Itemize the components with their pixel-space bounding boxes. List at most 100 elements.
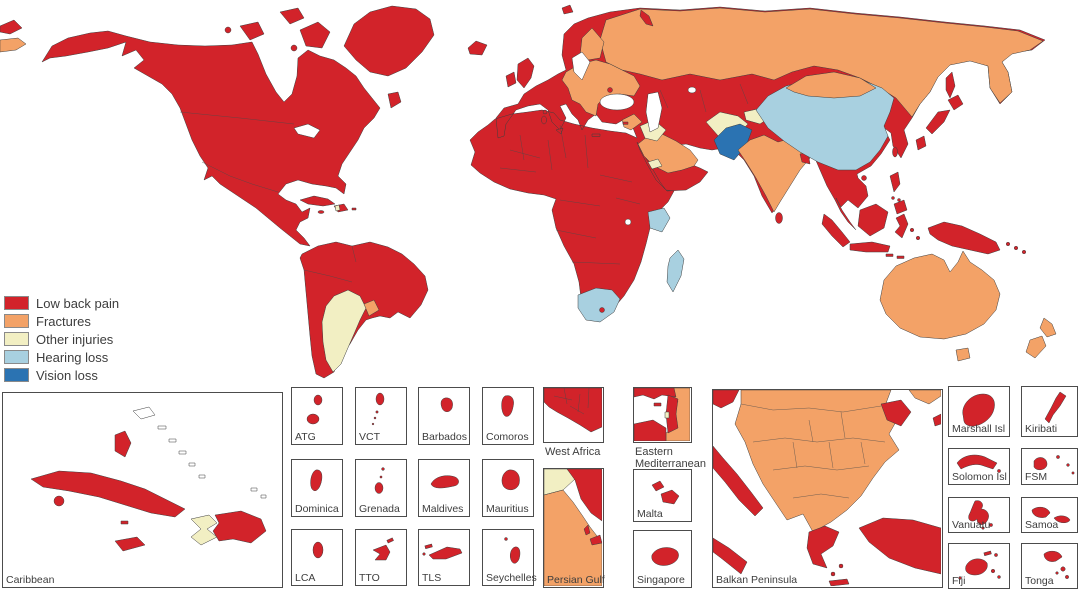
- inset-fsm: FSM: [1021, 448, 1078, 485]
- inset-samoa: Samoa: [1021, 497, 1078, 533]
- country-lesotho: [599, 307, 605, 313]
- country-dominican-republic-inset: [212, 510, 267, 544]
- country-mongolia: [785, 71, 877, 99]
- island-sulawesi: [894, 213, 909, 239]
- country-russia: [599, 7, 1044, 118]
- inset-malta: Malta: [633, 469, 692, 522]
- legend-label: Fractures: [36, 313, 91, 329]
- island-luzon: [889, 171, 901, 193]
- legend-item-hearing-loss: Hearing loss: [4, 348, 119, 366]
- island-tasmania: [955, 347, 971, 362]
- country-syria-jordan: [621, 113, 643, 131]
- country-india: [737, 134, 811, 213]
- country-uruguay: [363, 299, 380, 317]
- island-svalbard: [561, 4, 574, 15]
- country-eritrea: [647, 158, 663, 170]
- island-baffin: [299, 21, 331, 49]
- region-north-america: [41, 30, 381, 247]
- caspian-sea: [645, 91, 663, 133]
- inset-lca: LCA: [291, 529, 343, 586]
- inset-eastern-mediterranean: [633, 387, 692, 443]
- country-iceland: [467, 40, 488, 56]
- legend-item-other-injuries: Other injuries: [4, 330, 119, 348]
- inset-balkan-peninsula: Balkan Peninsula: [712, 389, 943, 588]
- inset-solomon-isl: Solomon Isl: [948, 448, 1010, 485]
- inset-marshall-isl: Marshall Isl: [948, 386, 1010, 437]
- island-cuba-inset: [30, 470, 186, 518]
- inset-mauritius: Mauritius: [482, 459, 534, 517]
- inset-comoros: Comoros: [482, 387, 534, 445]
- inset-maldives: Maldives: [418, 459, 470, 517]
- inset-caribbean: Caribbean: [2, 392, 283, 588]
- country-kenya: [647, 207, 671, 233]
- country-haiti-inset: [190, 514, 218, 546]
- island-novaya-zemlya: [639, 9, 654, 27]
- legend-item-fractures: Fractures: [4, 312, 119, 330]
- legend-swatch-hearing-loss: [4, 350, 29, 364]
- island-mindanao: [893, 199, 908, 215]
- inset-vct: VCT: [355, 387, 407, 445]
- country-madagascar: [666, 249, 685, 293]
- inset-seychelles: Seychelles: [482, 529, 537, 586]
- country-argentina: [321, 289, 367, 373]
- inset-fiji: Fiji: [948, 543, 1010, 589]
- inset-west-africa: [543, 387, 604, 443]
- island-sardinia: [541, 115, 547, 125]
- black-sea: [599, 93, 635, 111]
- country-borders: [179, 83, 749, 283]
- japan-kyushu: [915, 135, 927, 151]
- island-corsica: [542, 109, 548, 115]
- legend-swatch-vision-loss: [4, 368, 29, 382]
- legend-item-vision-loss: Vision loss: [4, 366, 119, 384]
- legend-label: Other injuries: [36, 331, 114, 347]
- japan-honshu: [925, 109, 951, 135]
- inset-dominica: Dominica: [291, 459, 343, 517]
- country-haiti: [334, 204, 341, 212]
- inset-tonga: Tonga: [1021, 543, 1078, 589]
- inset-label-west-africa: West Africa: [545, 446, 601, 458]
- inset-barbados: Barbados: [418, 387, 470, 445]
- island-cuba: [299, 195, 336, 207]
- inset-label-balkan: Balkan Peninsula: [716, 574, 798, 586]
- inset-tls: TLS: [418, 529, 470, 586]
- island-crete: [591, 133, 601, 137]
- lake-victoria: [624, 218, 632, 226]
- inset-kiribati: Kiribati: [1021, 386, 1078, 437]
- aral-sea: [687, 86, 697, 94]
- island-new-guinea: [927, 221, 1001, 255]
- island-jamaica-inset: [114, 536, 146, 552]
- island-newfoundland: [387, 91, 402, 109]
- legend-label: Vision loss: [36, 367, 98, 383]
- great-lakes: [293, 123, 321, 139]
- nz-south-island: [1025, 335, 1047, 359]
- map-legend: Low back pain Fractures Other injuries H…: [4, 294, 119, 384]
- baltic-sea: [571, 51, 591, 81]
- inset-persian-gulf: Persian Gulf: [543, 468, 605, 588]
- island-cyprus: [622, 121, 629, 125]
- world-choropleth-map: [0, 4, 1057, 379]
- island-java: [849, 241, 891, 253]
- inset-label-caribbean: Caribbean: [6, 574, 55, 586]
- island-victoria: [239, 21, 265, 41]
- island-taiwan: [892, 146, 898, 158]
- legend-label: Low back pain: [36, 295, 120, 311]
- country-moldova: [607, 87, 613, 93]
- island-sumatra: [821, 213, 851, 248]
- country-pakistan: [713, 123, 753, 161]
- legend-item-low-back-pain: Low back pain: [4, 294, 119, 312]
- legend-label: Hearing loss: [36, 349, 109, 365]
- country-south-africa: [577, 287, 621, 323]
- inset-label-persian-gulf: Persian Gulf: [547, 574, 605, 586]
- wrap-alaska-left: [0, 19, 23, 35]
- inset-grenada: Grenada: [355, 459, 407, 517]
- island-jamaica: [317, 210, 325, 214]
- legend-swatch-low-back-pain: [4, 296, 29, 310]
- inset-atg: ATG: [291, 387, 343, 445]
- legend-swatch-fractures: [4, 314, 29, 328]
- island-hainan: [861, 175, 867, 181]
- country-ireland: [505, 71, 517, 88]
- inset-tto: TTO: [355, 529, 407, 586]
- region-greenland: [343, 5, 435, 77]
- inset-vanuatu: Vanuatu: [948, 497, 1010, 533]
